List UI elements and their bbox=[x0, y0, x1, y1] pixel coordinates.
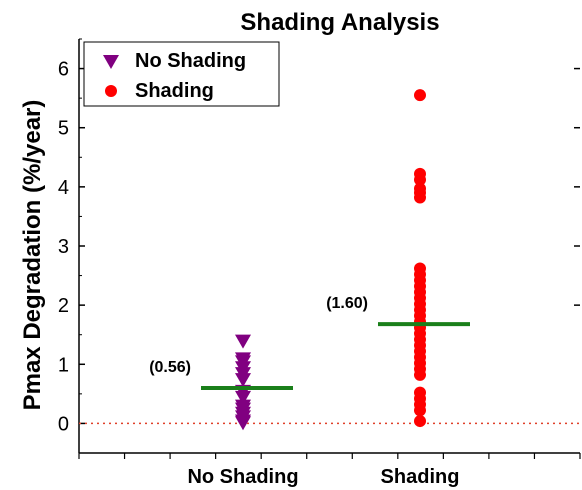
y-tick-label: 3 bbox=[58, 236, 69, 258]
y-axis-title: Pmax Degradation (%/year) bbox=[19, 100, 46, 411]
y-tick-label: 4 bbox=[58, 177, 69, 199]
x-tick-label: No Shading bbox=[187, 466, 298, 488]
data-point bbox=[414, 404, 426, 417]
median-label: (1.60) bbox=[326, 295, 368, 312]
legend-marker bbox=[105, 85, 117, 97]
legend-marker bbox=[103, 55, 119, 69]
data-point bbox=[235, 334, 251, 349]
legend-label: No Shading bbox=[135, 50, 246, 72]
data-point bbox=[235, 390, 251, 405]
data-point bbox=[235, 416, 251, 431]
x-tick-label: Shading bbox=[381, 466, 460, 488]
data-point bbox=[414, 415, 426, 428]
data-point bbox=[235, 373, 251, 388]
data-point bbox=[414, 191, 426, 204]
y-tick-label: 2 bbox=[58, 295, 69, 317]
y-tick-label: 5 bbox=[58, 118, 69, 140]
y-tick-label: 1 bbox=[58, 354, 69, 376]
data-point bbox=[414, 89, 426, 102]
legend: No Shading Shading bbox=[83, 41, 280, 107]
y-tick-label: 6 bbox=[58, 59, 69, 81]
y-tick-label: 0 bbox=[58, 413, 69, 435]
data-point bbox=[414, 173, 426, 186]
legend-label: Shading bbox=[135, 80, 214, 102]
median-label: (0.56) bbox=[149, 359, 191, 376]
data-point bbox=[414, 368, 426, 381]
legend-box bbox=[83, 41, 280, 107]
plot-area: 0 1 2 3 4 5 6 No Shading Shading (0.56) (1.60) bbox=[58, 38, 581, 488]
chart-title: Shading Analysis bbox=[240, 9, 439, 36]
